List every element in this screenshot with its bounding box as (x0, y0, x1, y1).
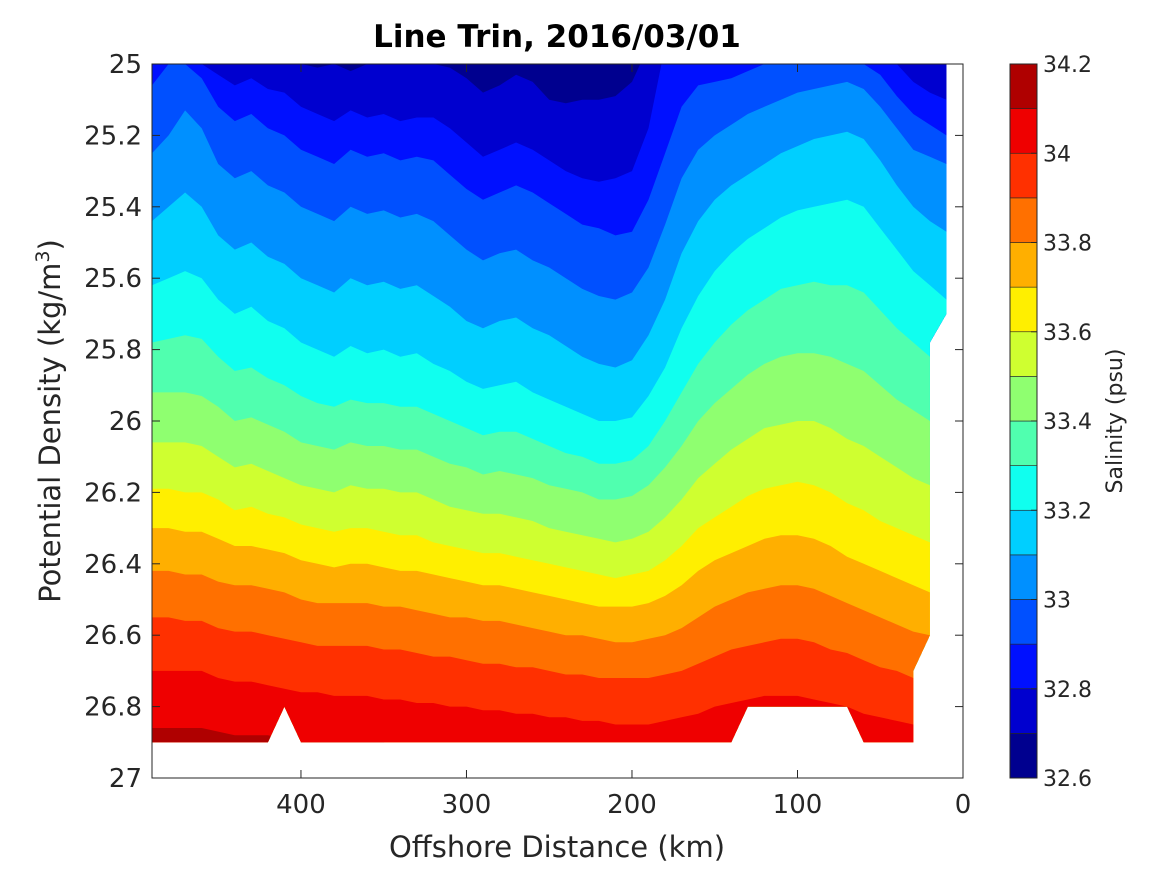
colorbar (1009, 63, 1038, 779)
chart-title: Line Trin, 2016/03/01 (373, 19, 741, 55)
colorbar-tick-label: 33.2 (1043, 499, 1092, 524)
contour-band-33.9 (152, 617, 947, 743)
colorbar-segment (1009, 376, 1038, 422)
x-tick-label: 100 (773, 790, 823, 820)
colorbar-segment (1009, 197, 1038, 243)
colorbar-tick-label: 32.8 (1043, 678, 1092, 703)
colorbar-segment (1009, 152, 1038, 199)
colorbar-frame (1009, 63, 1038, 779)
y-tick-label: 26.8 (84, 693, 142, 723)
colorbar-segment (1009, 688, 1038, 734)
x-axis: 400 300 200 100 0 (276, 64, 971, 820)
y-tick-label: 25.2 (84, 121, 142, 151)
colorbar-tick-label: 34.2 (1043, 53, 1092, 78)
contour-fill-layer (152, 64, 947, 743)
colorbar-segment (1009, 465, 1038, 511)
x-axis-label: Offshore Distance (km) (389, 830, 725, 864)
colorbar-segment (1009, 643, 1038, 690)
colorbar-segment (1009, 599, 1038, 645)
x-tick-label: 200 (607, 790, 657, 820)
y-axis-label-superscript: 3 (32, 250, 54, 262)
y-tick-label: 25.8 (84, 336, 142, 366)
x-tick-label: 300 (442, 790, 492, 820)
colorbar-tick-label: 33.8 (1043, 232, 1092, 257)
colorbar-tick-label: 33.4 (1043, 410, 1092, 435)
x-tick-label: 400 (276, 790, 326, 820)
colorbar-segment (1009, 331, 1038, 377)
y-axis: 25 25.2 25.4 25.6 25.8 26 26.2 26.4 26.6 26.8 27 (84, 50, 963, 794)
y-tick-label: 26.2 (84, 478, 142, 508)
colorbar-segment (1009, 420, 1038, 466)
colorbar-tick-label: 32.6 (1043, 767, 1092, 792)
y-axis-label: Potential Density (kg/m3) (32, 239, 67, 603)
colorbar-segment (1009, 63, 1038, 109)
colorbar-segment (1009, 242, 1038, 288)
colorbar-label: Salinity (psu) (1103, 349, 1128, 494)
colorbar-tick-label: 33.6 (1043, 321, 1092, 346)
y-tick-label: 25.6 (84, 264, 142, 294)
colorbar-ticks: 32.6 32.8 33 33.2 33.4 33.6 33.8 34 34.2 (1031, 53, 1092, 792)
y-tick-label: 26.4 (84, 550, 142, 580)
y-tick-label: 27 (109, 764, 142, 794)
contour-band-34 (152, 670, 947, 743)
y-tick-label: 26 (109, 407, 142, 437)
y-axis-label-end: ) (33, 239, 67, 250)
colorbar-segment (1009, 554, 1038, 600)
y-axis-label-main: Potential Density (kg/m (33, 263, 67, 603)
colorbar-tick-label: 34 (1043, 142, 1071, 167)
colorbar-segment (1009, 286, 1038, 333)
colorbar-segment (1009, 108, 1038, 154)
colorbar-segment (1009, 509, 1038, 556)
x-tick-label: 0 (955, 790, 972, 820)
colorbar-tick-label: 33 (1043, 589, 1071, 614)
colorbar-segment (1009, 733, 1038, 779)
y-tick-label: 25 (109, 50, 142, 80)
y-tick-label: 26.6 (84, 621, 142, 651)
y-tick-label: 25.4 (84, 193, 142, 223)
